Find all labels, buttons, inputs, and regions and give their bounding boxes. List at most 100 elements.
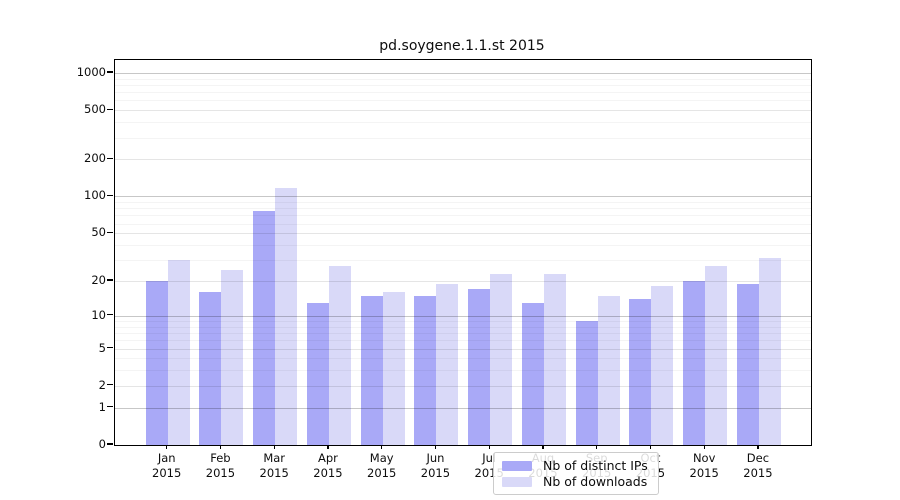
legend-swatch-downloads <box>502 476 532 487</box>
y-tick-mark <box>107 279 113 281</box>
x-tick-mark <box>757 444 759 449</box>
bar-distinct-ips-0 <box>145 281 168 445</box>
bar-downloads-11 <box>758 258 781 445</box>
gridline-minor <box>115 370 811 372</box>
y-tick-label: 50 <box>91 225 106 240</box>
bar-distinct-ips-2 <box>253 211 276 445</box>
gridline <box>115 110 811 112</box>
bar-distinct-ips-4 <box>360 295 383 445</box>
x-tick-mark <box>542 444 544 449</box>
x-tick-mark <box>703 444 705 449</box>
gridline-minor <box>115 321 811 322</box>
bar-distinct-ips-10 <box>683 281 706 445</box>
gridline-minor <box>115 208 811 210</box>
y-tick-mark <box>107 314 113 316</box>
gridline-minor <box>115 92 811 94</box>
gridline <box>115 196 811 198</box>
x-tick-mark <box>273 444 275 449</box>
gridline-minor <box>115 358 811 360</box>
y-tick-mark <box>107 231 113 233</box>
gridline <box>115 385 811 387</box>
bars-layer <box>115 60 811 445</box>
gridline <box>115 233 811 235</box>
y-tick-label: 200 <box>84 151 106 166</box>
x-tick-mark <box>434 444 437 449</box>
bar-distinct-ips-9 <box>629 299 652 445</box>
gridline-minor <box>115 100 811 102</box>
chart-title: pd.soygene.1.1.st 2015 <box>379 38 545 54</box>
gridline-minor <box>115 137 811 139</box>
x-tick-mark <box>488 444 490 449</box>
y-tick-label: 20 <box>91 273 106 288</box>
y-tick-mark <box>107 108 113 110</box>
gridline-minor <box>115 215 811 217</box>
y-tick-label: 500 <box>84 102 106 117</box>
x-tick-label: Feb 2015 <box>205 451 236 480</box>
legend-row-distinct-ips: Nb of distinct IPs <box>502 458 650 473</box>
bar-downloads-5 <box>436 283 459 445</box>
x-tick-mark <box>381 444 383 449</box>
x-tick-mark <box>596 444 598 449</box>
y-tick-label: 0 <box>98 437 106 451</box>
x-tick-mark <box>219 444 222 449</box>
y-tick-mark <box>107 71 113 73</box>
gridline <box>115 315 811 317</box>
bar-downloads-6 <box>490 273 513 445</box>
bar-downloads-4 <box>382 292 405 445</box>
bar-distinct-ips-8 <box>575 321 598 445</box>
legend-label-downloads: Nb of downloads <box>543 474 648 489</box>
bar-distinct-ips-1 <box>199 292 222 445</box>
bar-distinct-ips-5 <box>414 295 437 445</box>
gridline-minor <box>115 122 811 124</box>
plot-area: Nb of distinct IPs Nb of downloads <box>114 59 812 495</box>
gridline-minor <box>115 78 811 80</box>
x-tick-label: Mar 2015 <box>259 451 289 480</box>
x-tick-label: Jun 2015 <box>420 451 451 480</box>
gridline <box>115 348 811 350</box>
legend-label-distinct-ips: Nb of distinct IPs <box>543 458 648 473</box>
bar-downloads-0 <box>167 260 190 445</box>
gridline <box>115 281 811 283</box>
x-tick-label: Nov 2015 <box>689 451 719 480</box>
bar-distinct-ips-11 <box>736 283 759 445</box>
gridline <box>115 72 811 74</box>
bar-downloads-8 <box>597 295 620 445</box>
x-tick-label: May 2015 <box>367 451 397 480</box>
x-tick-mark <box>327 444 329 449</box>
bar-downloads-1 <box>221 269 244 445</box>
x-tick-mark <box>166 444 168 449</box>
y-tick-mark <box>107 157 113 159</box>
x-tick-label: Jan 2015 <box>152 451 182 480</box>
legend-swatch-distinct-ips <box>502 460 532 471</box>
bar-downloads-2 <box>275 187 298 445</box>
bar-distinct-ips-3 <box>306 302 329 445</box>
y-tick-mark <box>107 194 113 197</box>
gridline-minor <box>115 260 811 262</box>
x-tick-label: Apr 2015 <box>313 451 343 480</box>
legend-row-downloads: Nb of downloads <box>502 474 650 489</box>
x-tick-label: Dec 2015 <box>743 451 773 480</box>
gridline <box>115 407 811 409</box>
y-tick-label: 2 <box>98 377 106 392</box>
x-tick-mark <box>649 444 652 449</box>
legend: Nb of distinct IPs Nb of downloads <box>493 452 659 495</box>
bar-distinct-ips-6 <box>468 289 491 445</box>
bar-downloads-3 <box>328 265 351 445</box>
bar-downloads-7 <box>543 273 566 445</box>
bar-downloads-10 <box>705 265 728 445</box>
y-tick-mark <box>107 406 113 408</box>
y-tick-label: 1000 <box>76 64 106 79</box>
gridline-minor <box>115 326 811 328</box>
y-tick-label: 10 <box>91 307 106 322</box>
y-tick-mark <box>107 384 113 386</box>
y-tick-label: 100 <box>84 188 106 203</box>
y-tick-label: 1 <box>98 399 106 414</box>
gridline-minor <box>115 202 811 204</box>
gridline-minor <box>115 84 811 86</box>
gridline <box>115 159 811 161</box>
gridlines <box>115 60 811 445</box>
gridline-minor <box>115 333 811 335</box>
y-tick-label: 5 <box>98 340 106 355</box>
gridline-minor <box>115 340 811 342</box>
